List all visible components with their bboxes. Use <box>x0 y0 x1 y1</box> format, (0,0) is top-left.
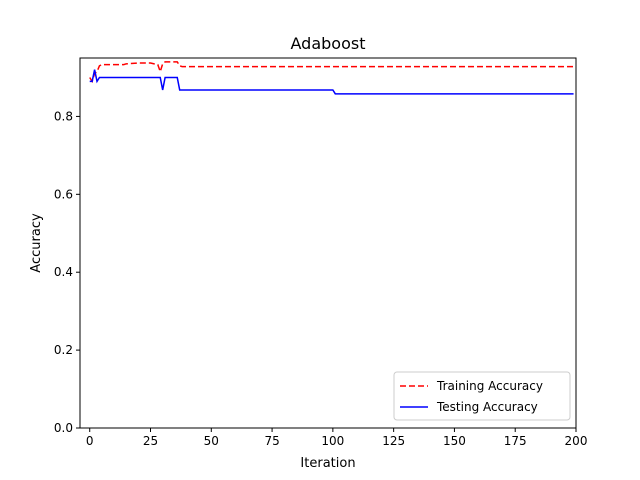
axis-ticks: 0 25 50 75 100 125 150 175 200 0.0 0.2 0.4 0.6 0.8 <box>54 109 588 448</box>
legend: Training Accuracy Testing Accuracy <box>393 371 571 421</box>
plot-area <box>89 61 574 95</box>
x-axis-label: Iteration <box>300 456 355 471</box>
legend-label-2: Testing Accuracy <box>436 400 538 414</box>
axes-frame <box>79 57 577 429</box>
y-tick-label: 0.4 <box>54 265 73 279</box>
y-tick-label: 0.2 <box>54 343 73 357</box>
legend-label-1: Training Accuracy <box>436 379 543 393</box>
chart-title: Adaboost <box>291 34 366 53</box>
x-tick-label: 25 <box>143 434 158 448</box>
y-axis-label: Accuracy <box>29 213 44 273</box>
y-tick-label: 0.8 <box>54 109 73 123</box>
x-tick-label: 150 <box>443 434 466 448</box>
x-tick-label: 200 <box>565 434 588 448</box>
x-tick-label: 50 <box>204 434 219 448</box>
legend-box <box>393 371 571 421</box>
x-tick-label: 0 <box>86 434 94 448</box>
x-tick-label: 175 <box>504 434 527 448</box>
y-tick-label: 0.6 <box>54 187 73 201</box>
x-tick-label: 125 <box>382 434 405 448</box>
x-tick-label: 100 <box>321 434 344 448</box>
series-line-2 <box>89 69 574 95</box>
series-line-1 <box>89 61 574 84</box>
y-tick-label: 0.0 <box>54 421 73 435</box>
x-tick-label: 75 <box>264 434 279 448</box>
